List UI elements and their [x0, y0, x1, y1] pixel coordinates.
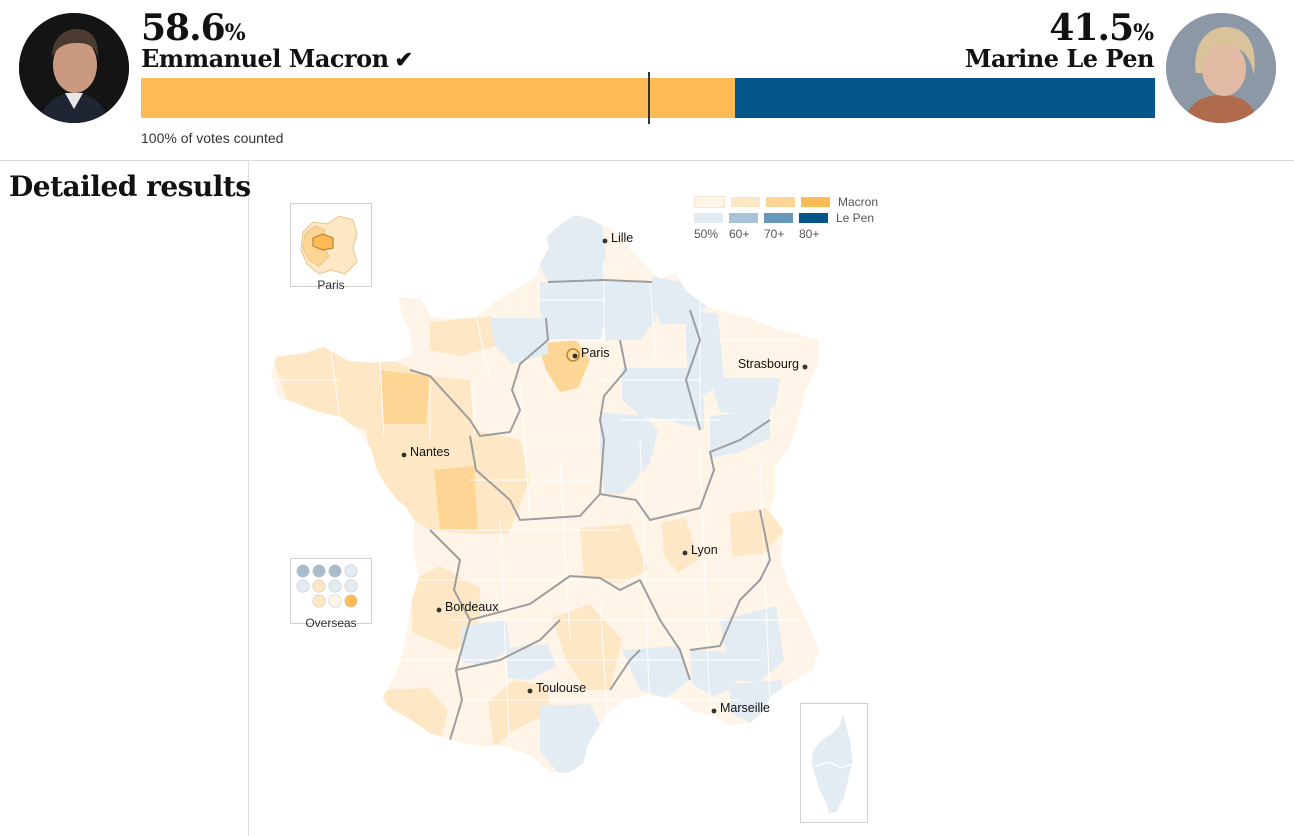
city-dot: [572, 353, 578, 359]
map-legend: Macron Le Pen 50% 60+ 70+ 80+: [694, 194, 878, 241]
section-title: Detailed results: [9, 170, 251, 203]
legend-tick: 50%: [694, 227, 719, 241]
header-divider: [0, 160, 1294, 161]
region-borders: [409, 278, 772, 741]
city-lille: Lille: [602, 231, 633, 245]
city-paris: Paris: [572, 346, 609, 360]
legend-ticks: 50% 60+ 70+ 80+: [694, 227, 878, 241]
winner-check-icon: ✔: [394, 47, 413, 73]
majority-line: [648, 72, 650, 124]
legend-swatch: [799, 213, 828, 223]
macron-name: Emmanuel Macron ✔: [141, 44, 413, 73]
city-label: Marseille: [720, 701, 770, 715]
overseas-territory-dot[interactable]: [296, 579, 310, 593]
city-dot: [527, 688, 533, 694]
macron-percent: 58.6%: [141, 7, 246, 49]
city-dot: [802, 364, 808, 370]
legend-row-macron: Macron: [694, 194, 878, 210]
overseas-territory-dot[interactable]: [328, 579, 342, 593]
city-bordeaux: Bordeaux: [436, 600, 499, 614]
overseas-inset[interactable]: Overseas: [290, 558, 372, 630]
city-dot: [602, 238, 608, 244]
overseas-territory-dot[interactable]: [328, 564, 342, 578]
sidebar-divider: [248, 161, 249, 836]
legend-label-lepen: Le Pen: [836, 211, 875, 225]
overseas-territory-dot[interactable]: [344, 594, 358, 608]
corsica-inset[interactable]: [800, 703, 868, 823]
city-dot: [436, 607, 442, 613]
paris-inset[interactable]: Paris: [290, 203, 372, 292]
legend-swatch: [801, 197, 830, 207]
lepen-name: Marine Le Pen: [964, 44, 1155, 73]
macron-share-segment: [141, 78, 735, 118]
legend-row-lepen: Le Pen: [694, 210, 878, 226]
city-strasbourg: Strasbourg: [738, 357, 808, 371]
lepen-avatar: [1166, 13, 1276, 123]
overseas-inset-label: Overseas: [305, 616, 357, 630]
overseas-dots: [296, 564, 358, 608]
legend-swatch: [766, 197, 795, 207]
france-results-map: Lille Paris Strasbourg Nantes Lyon Bordeaux To…: [269, 213, 821, 775]
overseas-territory-dot[interactable]: [296, 564, 310, 578]
legend-tick: 70+: [764, 227, 785, 241]
corsica-map: [810, 710, 854, 815]
city-dot: [711, 708, 717, 714]
city-dot: [401, 452, 407, 458]
legend-swatch: [729, 213, 758, 223]
city-label: Strasbourg: [738, 357, 799, 371]
france-outline: [269, 213, 821, 775]
department-borders: [270, 260, 800, 761]
city-nantes: Nantes: [401, 445, 450, 459]
legend-swatch: [731, 197, 760, 207]
city-toulouse: Toulouse: [527, 681, 586, 695]
city-label: Bordeaux: [445, 600, 499, 614]
legend-swatch: [694, 196, 725, 208]
overseas-territory-dot[interactable]: [312, 579, 326, 593]
overseas-territory-dot[interactable]: [328, 594, 342, 608]
city-marseille: Marseille: [711, 701, 770, 715]
city-label: Lille: [611, 231, 633, 245]
paris-inset-label: Paris: [317, 278, 345, 292]
legend-swatch: [764, 213, 793, 223]
paris-ring: [566, 348, 580, 362]
city-label: Lyon: [691, 543, 718, 557]
legend-label-macron: Macron: [838, 195, 879, 209]
lepen-share-segment: [734, 78, 1155, 118]
city-label: Paris: [581, 346, 609, 360]
city-dot: [682, 550, 688, 556]
overseas-territory-dot[interactable]: [344, 579, 358, 593]
vote-share-bar: [141, 78, 1155, 118]
macron-avatar: [19, 13, 129, 123]
lepen-percent: 41.5%: [1049, 7, 1154, 49]
overseas-territory-dot[interactable]: [312, 594, 326, 608]
legend-swatch: [694, 213, 723, 223]
paris-inset-map: [300, 215, 358, 275]
votes-counted-status: 100% of votes counted: [141, 130, 284, 146]
legend-tick: 80+: [799, 227, 820, 241]
city-markers: Lille Paris Strasbourg Nantes Lyon Bordeaux To…: [401, 231, 808, 715]
city-label: Toulouse: [536, 681, 586, 695]
overseas-territory-dot[interactable]: [312, 564, 326, 578]
legend-tick: 60+: [729, 227, 750, 241]
city-lyon: Lyon: [682, 543, 718, 557]
city-label: Nantes: [410, 445, 450, 459]
overseas-territory-dot[interactable]: [344, 564, 358, 578]
